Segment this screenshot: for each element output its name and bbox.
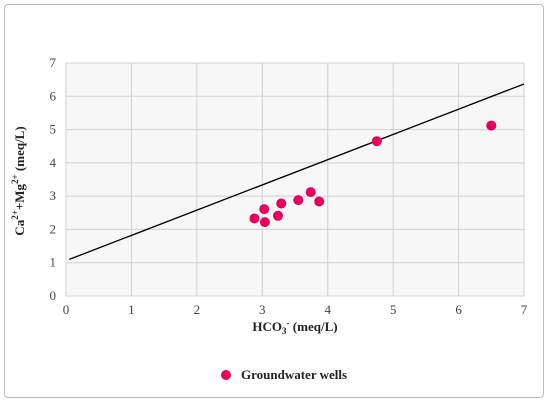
data-point: [249, 213, 260, 224]
data-point: [272, 210, 283, 221]
data-point: [486, 120, 497, 131]
x-axis-title: HCO3- (meq/L): [252, 318, 337, 336]
reference-line: [69, 83, 525, 260]
x-tick-label: 0: [63, 302, 70, 317]
y-tick-label: 5: [50, 122, 57, 137]
data-point: [314, 196, 325, 207]
plot-area: [66, 63, 524, 296]
x-tick-label: 1: [128, 302, 135, 317]
y-tick-label: 0: [50, 288, 57, 303]
y-tick-label: 2: [50, 221, 57, 236]
x-tick-label: 4: [324, 302, 331, 317]
y-tick-label: 1: [50, 255, 57, 270]
y-tick-labels: 0 1 2 3 4 5 6 7: [50, 55, 57, 303]
data-point: [276, 198, 287, 209]
y-tick-label: 7: [50, 55, 57, 70]
x-tick-label: 7: [521, 302, 528, 317]
y-axis-title: Ca2++Mg2+ (meq/L): [10, 126, 27, 235]
x-tick-label: 2: [194, 302, 201, 317]
y-tick-label: 4: [50, 155, 57, 170]
x-tick-label: 6: [455, 302, 462, 317]
y-tick-label: 6: [50, 88, 57, 103]
data-point: [371, 136, 382, 147]
y-tick-label: 3: [50, 188, 57, 203]
legend-marker: [221, 370, 231, 380]
reference-line-group: [69, 83, 525, 260]
gridlines: [65, 62, 525, 297]
data-point: [305, 187, 316, 198]
data-point: [259, 204, 270, 215]
data-points: [249, 120, 497, 228]
x-tick-label: 3: [259, 302, 266, 317]
data-point: [259, 217, 270, 228]
legend: Groundwater wells: [221, 367, 347, 382]
legend-label: Groundwater wells: [241, 367, 347, 382]
x-tick-labels: 0 1 2 3 4 5 6 7: [63, 302, 528, 317]
x-tick-label: 5: [390, 302, 397, 317]
data-point: [293, 195, 304, 206]
